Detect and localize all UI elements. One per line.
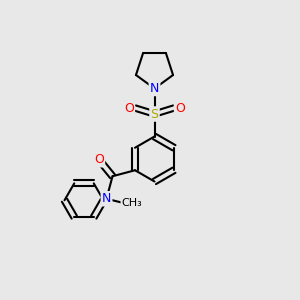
Text: CH₃: CH₃ [122,198,142,208]
Text: O: O [124,101,134,115]
Text: N: N [150,82,159,95]
Text: O: O [175,101,185,115]
Text: N: N [102,192,111,205]
Text: O: O [94,153,104,166]
Text: S: S [151,107,158,121]
